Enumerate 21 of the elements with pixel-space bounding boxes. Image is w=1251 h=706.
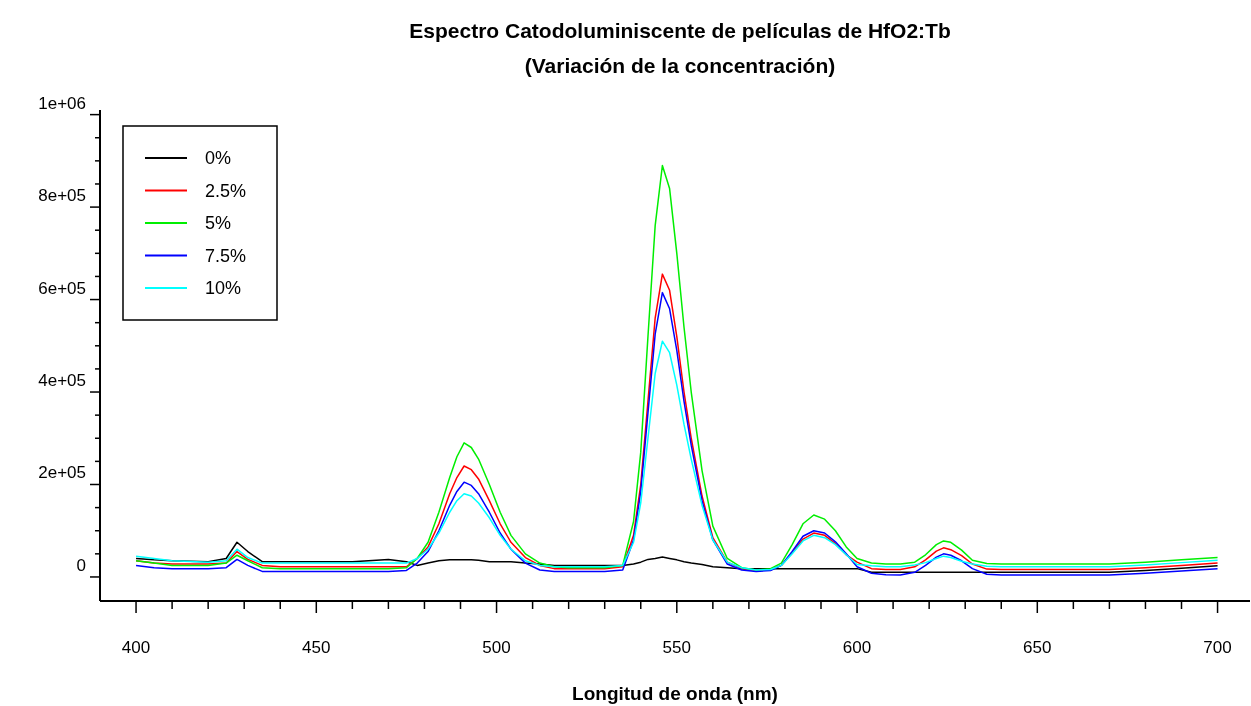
x-tick-label: 450 xyxy=(302,638,331,657)
chart-title: Espectro Catodoluminiscente de películas de HfO2:Tb xyxy=(409,19,951,42)
x-tick-label: 650 xyxy=(1023,638,1052,657)
legend-label: 2.5% xyxy=(205,180,247,201)
x-tick-label: 600 xyxy=(842,638,872,657)
y-tick-label: 4e+05 xyxy=(38,371,86,391)
chart-subtitle: (Variación de la concentración) xyxy=(524,54,836,77)
x-tick-label: 500 xyxy=(482,638,511,657)
x-axis-title: Longitud de onda (nm) xyxy=(572,683,778,704)
legend-label: 5% xyxy=(205,213,232,233)
legend-label: 10% xyxy=(205,278,242,298)
x-tick-label: 550 xyxy=(662,638,691,657)
legend-label: 7.5% xyxy=(205,245,247,266)
legend-label: 0% xyxy=(205,148,232,168)
y-tick-label: 1e+06 xyxy=(38,93,86,113)
y-tick-label: 6e+05 xyxy=(38,278,86,298)
y-tick-label: 8e+05 xyxy=(38,186,86,206)
y-tick-label: 0 xyxy=(76,555,86,575)
x-tick-label: 700 xyxy=(1203,638,1232,657)
y-tick-label: 2e+05 xyxy=(38,463,86,483)
x-tick-label: 400 xyxy=(121,638,151,657)
